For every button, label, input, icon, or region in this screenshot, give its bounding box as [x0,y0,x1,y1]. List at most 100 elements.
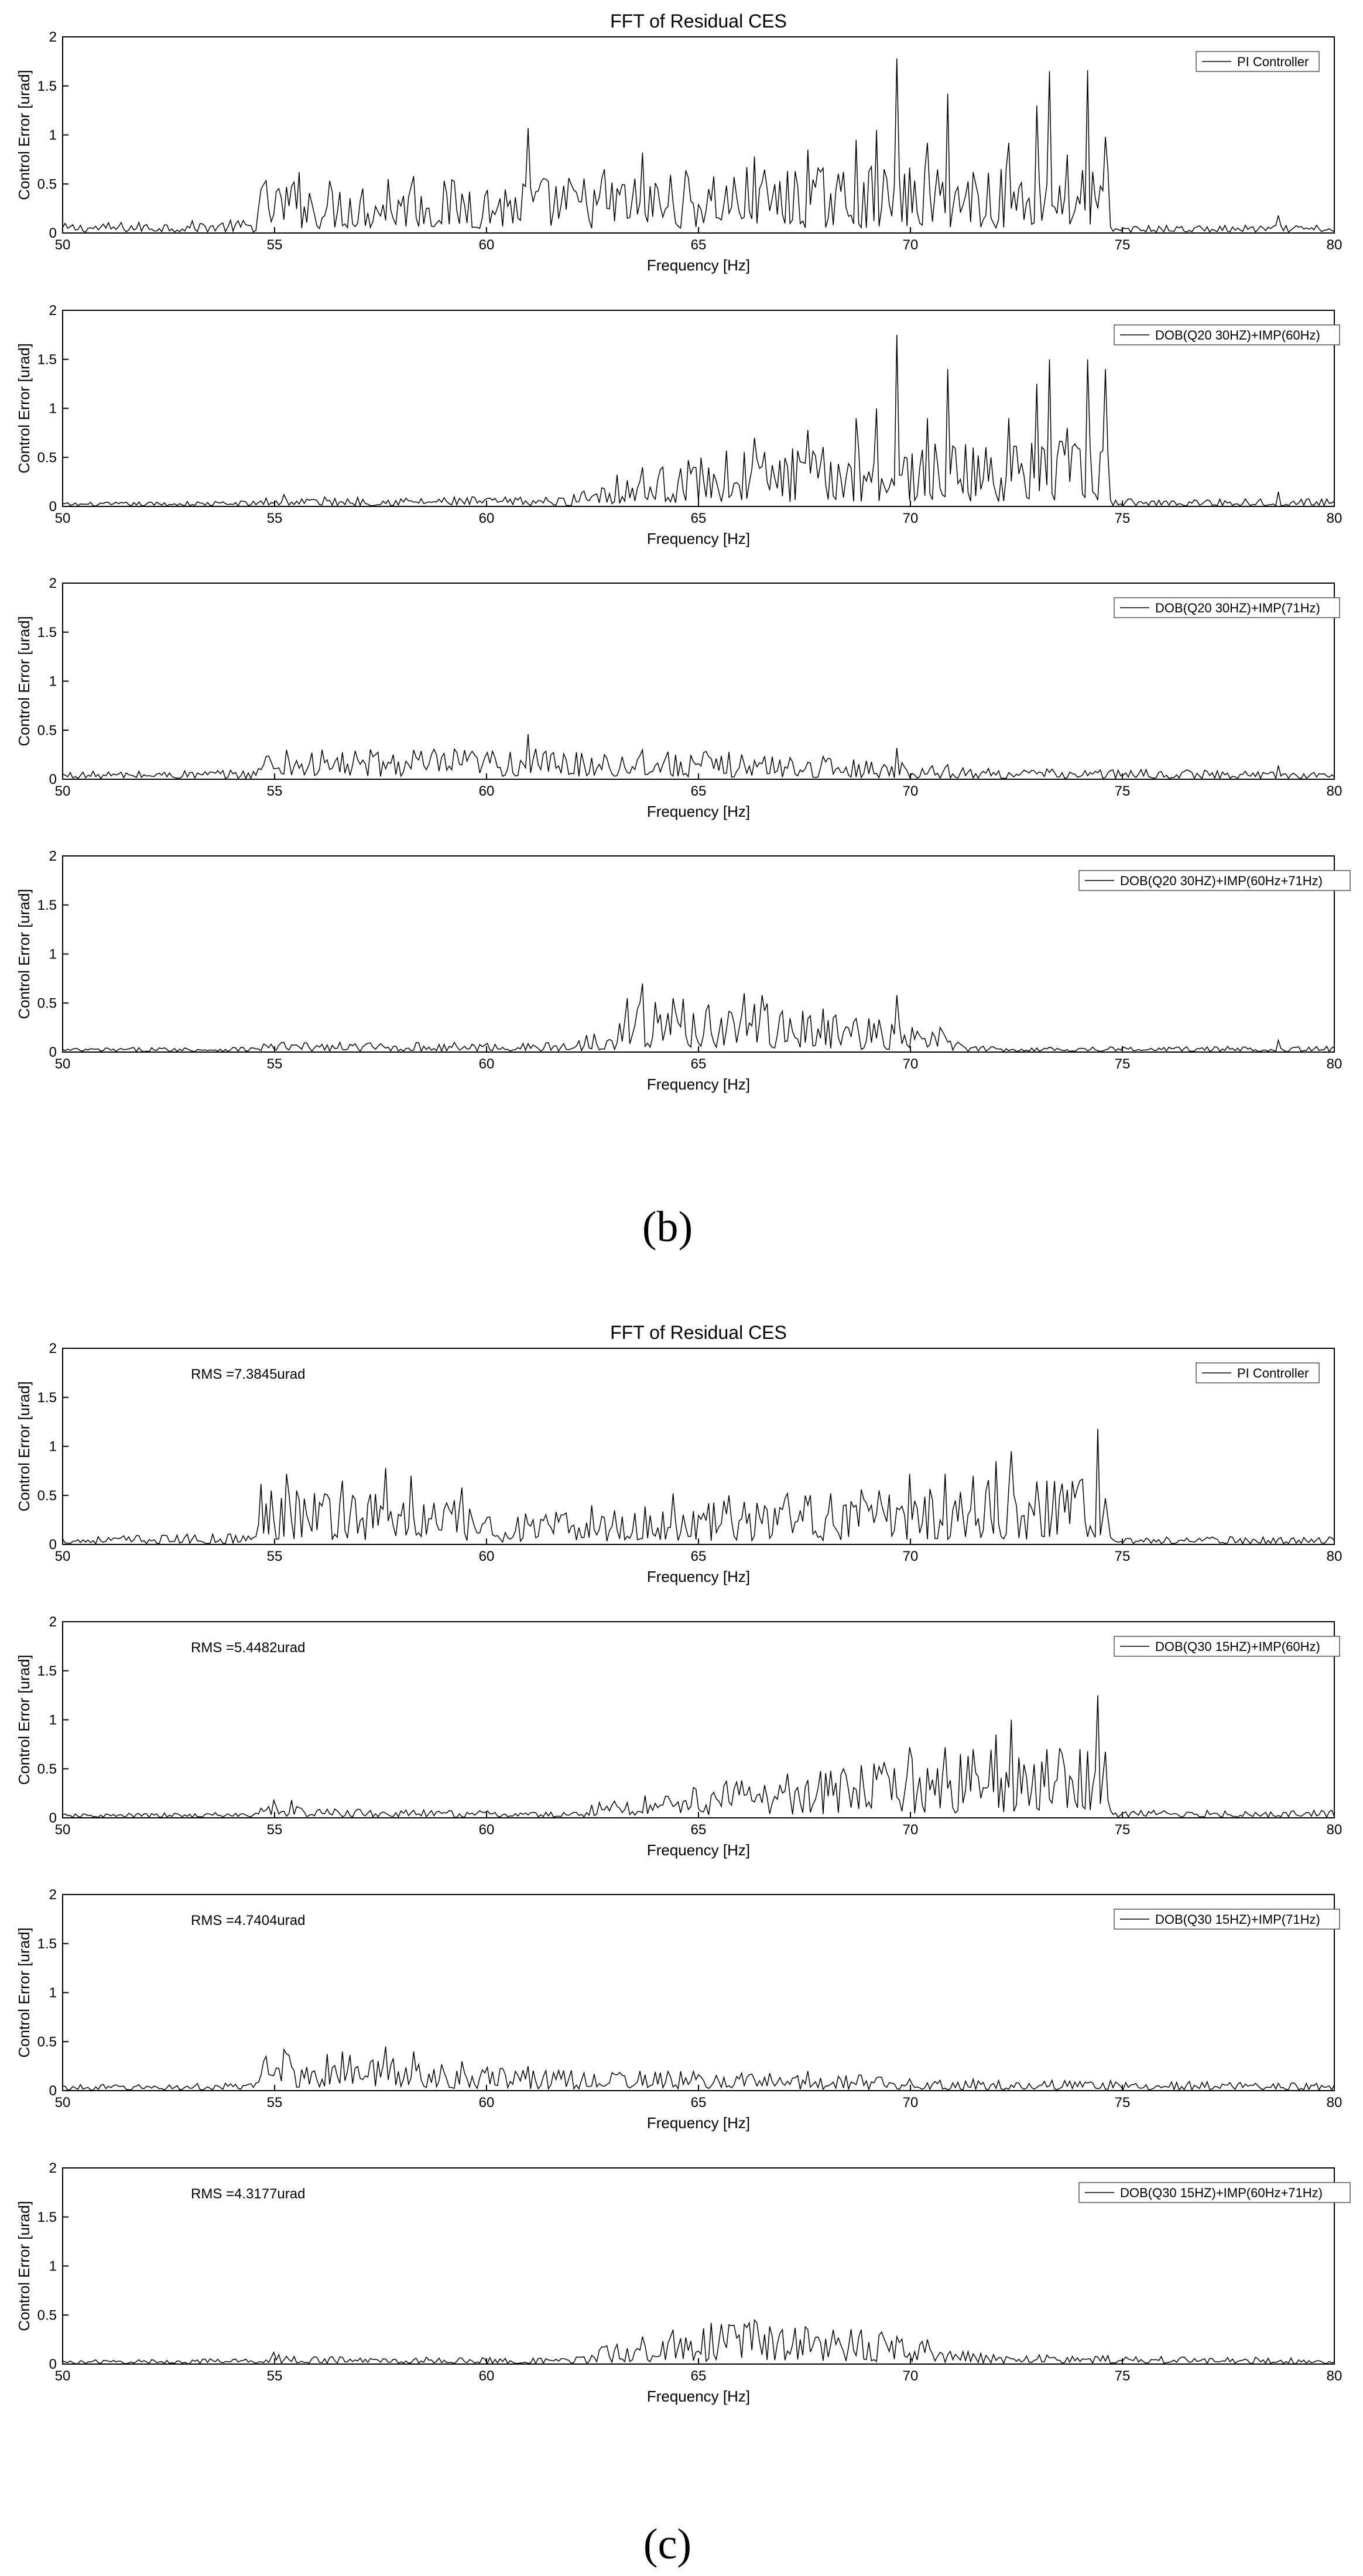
x-tick-label: 65 [691,237,707,253]
rms-annotation: RMS =4.7404urad [191,1913,305,1928]
y-tick-label: 1.5 [37,898,57,913]
series-line [62,2318,1335,2365]
x-tick-label: 55 [267,2368,283,2384]
y-tick-label: 0.5 [37,450,57,465]
legend-box [1078,870,1351,891]
legend-box [1114,324,1340,345]
x-tick-label: 75 [1115,1822,1131,1838]
x-tick-label: 60 [479,511,495,526]
x-tick-label: 65 [691,2368,707,2384]
plot-area [62,36,1335,234]
y-axis-label: Control Error [urad] [15,616,33,746]
y-tick-label: 1 [49,674,57,690]
x-tick-label: 70 [903,1822,919,1838]
y-axis-label: Control Error [urad] [15,1381,33,1512]
x-tick-label: 55 [267,1056,283,1072]
x-tick-label: 65 [691,1822,707,1838]
x-tick-label: 80 [1327,1549,1343,1564]
x-tick-label: 75 [1115,2368,1131,2384]
y-tick-label: 0 [49,2356,57,2372]
chart-panels: 50 55 60 65 70 75 80 0 0.5 1 1.5 2 Frequency [Hz] Con… [15,11,1351,2405]
x-axis-label: Frequency [Hz] [647,2114,750,2132]
x-axis-label: Frequency [Hz] [647,256,750,274]
y-tick-label: 1.5 [37,625,57,640]
x-tick-label: 65 [691,511,707,526]
x-tick-label: 75 [1115,783,1131,799]
chart-panel-7: 50 55 60 65 70 75 80 0 0.5 1 1.5 2 Frequency [Hz] Con… [15,1887,1342,2132]
legend-entry: DOB(Q30 15HZ)+IMP(71Hz) [1155,1912,1320,1927]
y-tick-label: 1 [49,1985,57,2001]
x-tick-label: 80 [1327,237,1343,253]
x-axis-label: Frequency [Hz] [647,803,750,820]
y-tick-label: 2 [49,2160,57,2176]
series-line [62,983,1335,1053]
chart-panel-1: 50 55 60 65 70 75 80 0 0.5 1 1.5 2 Frequency [Hz] Con… [15,11,1342,274]
y-tick-label: 1.5 [37,352,57,368]
x-axis-label: Frequency [Hz] [647,2387,750,2405]
caption-b: (b) [642,1203,693,1251]
legend-entry: DOB(Q20 30HZ)+IMP(60Hz) [1155,328,1320,342]
x-tick-label: 80 [1327,783,1343,799]
legend-entry: DOB(Q20 30HZ)+IMP(71Hz) [1155,601,1320,615]
x-tick-label: 80 [1327,1056,1343,1072]
y-tick-label: 2 [49,29,57,45]
x-tick-label: 70 [903,511,919,526]
chart-title: FFT of Residual CES [610,1322,787,1343]
x-tick-label: 50 [55,783,71,799]
y-tick-label: 1 [49,401,57,417]
y-tick-label: 0 [49,2083,57,2099]
y-tick-label: 2 [49,1614,57,1630]
legend-entry: PI Controller [1237,54,1309,69]
legend-box [1196,51,1320,72]
y-tick-label: 1.5 [37,1663,57,1679]
x-tick-label: 50 [55,2095,71,2111]
y-tick-label: 0.5 [37,2034,57,2050]
x-tick-label: 75 [1115,1549,1131,1564]
y-axis-label: Control Error [urad] [15,1654,33,1785]
x-axis-label: Frequency [Hz] [647,1841,750,1859]
x-tick-label: 70 [903,2368,919,2384]
y-tick-label: 0.5 [37,2307,57,2323]
series-line [62,1695,1335,1818]
series-line [62,1429,1335,1545]
y-tick-label: 2 [49,1341,57,1356]
rms-annotation: RMS =7.3845urad [191,1366,305,1382]
x-tick-label: 80 [1327,1822,1343,1838]
y-tick-label: 0 [49,1537,57,1553]
x-tick-label: 75 [1115,1056,1131,1072]
x-axis-label: Frequency [Hz] [647,530,750,547]
x-tick-label: 55 [267,1549,283,1564]
x-tick-label: 50 [55,511,71,526]
y-tick-label: 0 [49,225,57,241]
x-tick-label: 70 [903,783,919,799]
x-tick-label: 60 [479,2368,495,2384]
x-tick-label: 55 [267,237,283,253]
x-tick-label: 80 [1327,2095,1343,2111]
x-tick-label: 65 [691,783,707,799]
x-tick-label: 50 [55,1822,71,1838]
chart-panel-3: 50 55 60 65 70 75 80 0 0.5 1 1.5 2 Frequency [Hz] Con… [15,576,1342,820]
y-tick-label: 1.5 [37,78,57,94]
x-tick-label: 60 [479,1056,495,1072]
y-tick-label: 0.5 [37,1761,57,1777]
y-tick-label: 2 [49,576,57,591]
series-line [62,58,1335,234]
caption-c: (c) [643,2520,691,2568]
x-tick-label: 60 [479,1549,495,1564]
y-axis-label: Control Error [urad] [15,1927,33,2058]
legend-box [1114,1636,1340,1657]
x-tick-label: 70 [903,2095,919,2111]
series-line [62,334,1335,507]
y-tick-label: 0 [49,1044,57,1060]
y-axis-label: Control Error [urad] [15,343,33,474]
x-tick-label: 50 [55,1549,71,1564]
x-tick-label: 70 [903,237,919,253]
y-axis-label: Control Error [urad] [15,70,33,200]
y-tick-label: 2 [49,1887,57,1903]
x-tick-label: 70 [903,1549,919,1564]
y-tick-label: 2 [49,303,57,318]
x-axis-label: Frequency [Hz] [647,1075,750,1093]
y-tick-label: 1 [49,128,57,143]
legend-box [1114,597,1340,618]
